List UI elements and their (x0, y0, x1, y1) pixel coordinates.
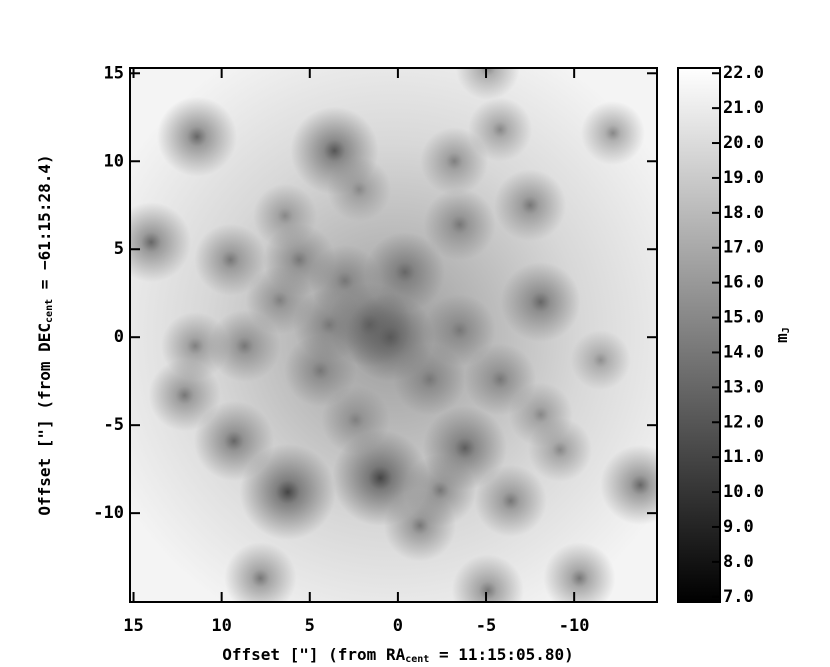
colorbar (677, 67, 721, 603)
x-tick-label: 15 (123, 616, 143, 636)
x-axis-label: Offset ["] (from RAcent = 11:15:05.80) (222, 645, 574, 666)
x-tick-label: -10 (559, 616, 590, 636)
x-tick-label: 10 (211, 616, 231, 636)
star (253, 183, 318, 248)
star-layer (130, 68, 657, 602)
star (543, 542, 616, 602)
colorbar-tick-label: 8.0 (723, 552, 754, 572)
star (600, 445, 657, 525)
star (327, 157, 392, 222)
colorbar-tick-label: 7.0 (723, 587, 754, 607)
star (194, 223, 267, 296)
star (455, 68, 520, 100)
star (474, 464, 547, 537)
colorbar-tick-label: 20.0 (723, 133, 764, 153)
colorbar-tick-label: 11.0 (723, 447, 764, 467)
plot-frame (129, 67, 658, 603)
star (420, 127, 489, 196)
colorbar-tick-label: 13.0 (723, 377, 764, 397)
star (570, 330, 631, 391)
star (404, 454, 477, 527)
colorbar-tick-label: 16.0 (723, 273, 764, 293)
star (580, 101, 645, 166)
y-tick-label: 10 (104, 151, 124, 171)
star (130, 202, 192, 283)
colorbar-tick-label: 22.0 (723, 63, 764, 83)
star (451, 554, 524, 602)
x-tick-label: 0 (393, 616, 403, 636)
colorbar-tick-label: 12.0 (723, 412, 764, 432)
star (156, 96, 237, 177)
star (364, 232, 445, 313)
star (528, 417, 593, 482)
star (161, 311, 230, 380)
y-tick-label: 0 (114, 327, 124, 347)
colorbar-tick-label: 9.0 (723, 517, 754, 537)
colorbar-tick-label: 10.0 (723, 482, 764, 502)
y-tick-label: 5 (114, 239, 124, 259)
y-tick-label: -10 (93, 503, 124, 523)
colorbar-tick-label: 18.0 (723, 203, 764, 223)
star (245, 266, 314, 335)
star (494, 169, 567, 242)
star (239, 444, 336, 541)
star (423, 294, 496, 367)
colorbar-tick-label: 21.0 (723, 98, 764, 118)
colorbar-tick-label: 15.0 (723, 308, 764, 328)
colorbar-label: mJ (772, 327, 793, 343)
y-tick-label: -5 (104, 415, 124, 435)
colorbar-tick-label: 19.0 (723, 168, 764, 188)
y-tick-label: 15 (104, 63, 124, 83)
star (193, 401, 274, 482)
x-tick-label: -5 (476, 616, 496, 636)
colorbar-tick-label: 17.0 (723, 238, 764, 258)
colorbar-tick-label: 14.0 (723, 342, 764, 362)
star (500, 262, 581, 343)
x-tick-label: 5 (305, 616, 315, 636)
y-axis-label: Offset ["] (from DECcent = −61:15:28.4) (35, 154, 56, 515)
star (423, 188, 496, 261)
star (224, 542, 297, 602)
star (321, 385, 390, 454)
